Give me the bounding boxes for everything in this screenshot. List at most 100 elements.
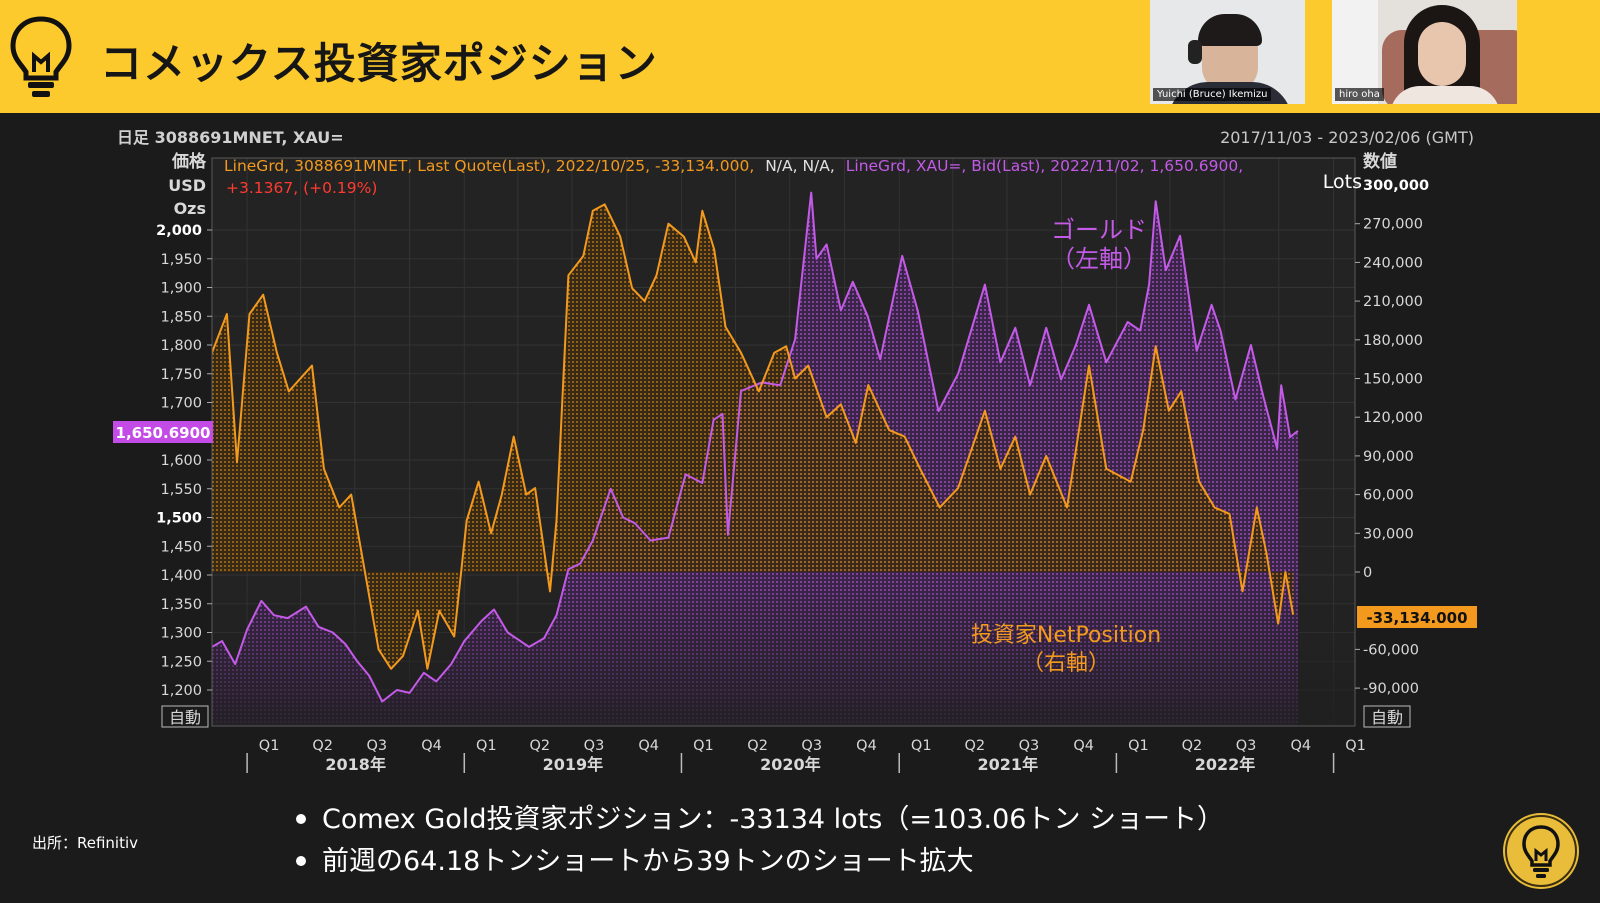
participant-background-panel xyxy=(1332,0,1378,104)
headset-icon xyxy=(1188,40,1202,64)
right-tick-label: 210,000 xyxy=(1363,294,1423,310)
right-auto-label: 自動 xyxy=(1371,708,1403,727)
right-tick-label: 180,000 xyxy=(1363,333,1423,349)
right-tick-label: -60,000 xyxy=(1363,642,1419,658)
chart-header-left: 日足 3088691MNET, XAU= xyxy=(117,128,344,147)
right-auto-button[interactable] xyxy=(1363,705,1411,728)
participant-video-2[interactable]: hiro oha xyxy=(1332,0,1517,104)
right-tick-label: 150,000 xyxy=(1363,372,1423,388)
chart-header-right: 2017/11/03 - 2023/02/06 (GMT) xyxy=(1220,128,1474,147)
right-tick-label: 120,000 xyxy=(1363,410,1423,426)
right-tick-label: 300,000 xyxy=(1363,178,1429,194)
x-quarter-label: Q2 xyxy=(530,738,551,754)
x-quarter-label: Q3 xyxy=(1019,738,1040,754)
netposition-annotation-line2: （右軸） xyxy=(1022,651,1110,676)
page-title: コメックス投資家ポジション xyxy=(100,39,658,88)
x-quarter-label: Q3 xyxy=(366,738,387,754)
left-tick-label: 1,250 xyxy=(160,654,202,670)
quote-line-1: LineGrd, 3088691MNET, Last Quote(Last), … xyxy=(224,157,1243,175)
slide-header: コメックス投資家ポジション Yuichi (Bruce) Ikemizu hir… xyxy=(0,0,1600,113)
left-auto-button[interactable] xyxy=(161,705,209,728)
left-tick-label: 1,200 xyxy=(160,683,202,699)
left-tick-label: 1,450 xyxy=(160,539,202,555)
left-tick-label: 1,850 xyxy=(160,309,202,325)
x-quarter-label: Q2 xyxy=(747,738,768,754)
left-tick-label: 1,950 xyxy=(160,252,202,268)
netposition-area xyxy=(212,204,1294,669)
x-year-label: 2020年 xyxy=(760,755,821,774)
quote-gold-netposition: LineGrd, 3088691MNET, Last Quote(Last), … xyxy=(224,157,754,175)
x-quarter-label: Q1 xyxy=(1128,738,1149,754)
series-lines xyxy=(212,191,1299,703)
right-last-value-badge xyxy=(1357,606,1477,628)
right-last-value-label: -33,134.000 xyxy=(1366,609,1467,627)
left-tick-label: 1,300 xyxy=(160,626,202,642)
left-tick-label: 1,500 xyxy=(156,511,202,527)
bullet-dot-icon xyxy=(296,813,306,824)
right-tick-label: -90,000 xyxy=(1363,681,1419,697)
x-quarter-label: Q4 xyxy=(856,738,877,754)
left-tick-label: 1,900 xyxy=(160,281,202,297)
x-year-label: 2018年 xyxy=(325,755,386,774)
bullet-list: Comex Gold投資家ポジション：-33134 lots（=103.06トン… xyxy=(296,799,1224,883)
left-tick-label: 1,400 xyxy=(160,568,202,584)
bullet-dot-icon xyxy=(296,855,306,866)
x-quarter-label: Q4 xyxy=(421,738,442,754)
participant-video-1[interactable]: Yuichi (Bruce) Ikemizu xyxy=(1150,0,1305,104)
filled-areas xyxy=(212,192,1355,726)
x-quarter-label: Q3 xyxy=(1236,738,1257,754)
quote-xau: LineGrd, XAU=, Bid(Last), 2022/11/02, 1,… xyxy=(846,157,1243,175)
left-tick-label: 1,800 xyxy=(160,338,202,354)
left-axis-ticks: 2,000 1,950 1,900 1,850 1,800 1,750 1,700 1,600… xyxy=(156,223,212,699)
x-quarter-label: Q2 xyxy=(1182,738,1203,754)
gold-annotation-line2: （左軸） xyxy=(1051,245,1147,273)
left-axis-label-price: 価格 xyxy=(171,151,207,172)
right-tick-label: 30,000 xyxy=(1363,526,1414,542)
x-year-label: 2022年 xyxy=(1195,755,1256,774)
x-year-label: 2021年 xyxy=(978,755,1039,774)
source-note: 出所：Refinitiv xyxy=(32,834,139,852)
quote-na: N/A, N/A, xyxy=(765,157,835,175)
netposition-annotation-line1: 投資家NetPosition xyxy=(971,623,1161,648)
participant-body xyxy=(1390,86,1500,104)
left-tick-label: 1,700 xyxy=(160,396,202,412)
x-year-label: 2019年 xyxy=(543,755,604,774)
left-tick-label: 1,350 xyxy=(160,597,202,613)
x-quarter-label: Q4 xyxy=(1291,738,1312,754)
x-quarter-label: Q1 xyxy=(911,738,932,754)
right-axis-ticks: 300,000 270,000 240,000 210,000 180,000 150,0… xyxy=(1355,178,1429,697)
x-quarter-label: Q3 xyxy=(801,738,822,754)
right-tick-label: 0 xyxy=(1363,565,1372,581)
left-tick-label: 1,600 xyxy=(160,453,202,469)
right-tick-label: 240,000 xyxy=(1363,255,1423,271)
x-quarter-label: Q1 xyxy=(476,738,497,754)
bullet-item: 前週の64.18トンショートから39トンのショート拡大 xyxy=(296,841,1224,883)
left-last-value-badge xyxy=(113,421,213,443)
right-tick-label: 270,000 xyxy=(1363,217,1423,233)
right-axis-label-lots: Lots xyxy=(1323,171,1362,193)
bullet-item: Comex Gold投資家ポジション：-33134 lots（=103.06トン… xyxy=(296,799,1224,841)
participant-avatar xyxy=(1418,22,1466,86)
participant-hair xyxy=(1198,14,1262,46)
x-quarter-label: Q1 xyxy=(693,738,714,754)
left-axis-label-ozs: Ozs xyxy=(174,199,206,218)
left-auto-label: 自動 xyxy=(169,708,201,727)
x-quarter-label: Q3 xyxy=(584,738,605,754)
left-tick-label: 1,750 xyxy=(160,367,202,383)
x-axis-ticks: Q1 Q2 Q3 Q4 Q1 Q2 Q3 Q4 Q1 Q2 Q3 Q4 Q1 Q2 Q3 Q4 Q1 Q2 Q3 Q4… xyxy=(246,738,1366,774)
gold-annotation-line1: ゴールド xyxy=(1051,216,1147,244)
right-axis-label-value: 数値 xyxy=(1363,151,1397,172)
left-last-value-label: 1,650.6900 xyxy=(116,424,211,442)
lightbulb-icon xyxy=(1505,815,1577,887)
gold-netposition-chart: 日足 3088691MNET, XAU= 2017/11/03 - 2023/0… xyxy=(113,128,1477,774)
right-tick-label: 60,000 xyxy=(1363,488,1414,504)
corner-lightbulb-logo xyxy=(1503,813,1579,889)
quote-line-2: +3.1367, (+0.19%) xyxy=(226,179,377,197)
bullet-text: Comex Gold投資家ポジション：-33134 lots（=103.06トン… xyxy=(322,804,1225,835)
right-tick-label: 90,000 xyxy=(1363,449,1414,465)
x-quarter-label: Q4 xyxy=(1073,738,1094,754)
x-quarter-label: Q1 xyxy=(1345,738,1366,754)
chart-slide-area: 日足 3088691MNET, XAU= 2017/11/03 - 2023/0… xyxy=(0,113,1600,903)
gold-series-line xyxy=(212,191,1299,703)
participant-name: Yuichi (Bruce) Ikemizu xyxy=(1153,88,1272,101)
